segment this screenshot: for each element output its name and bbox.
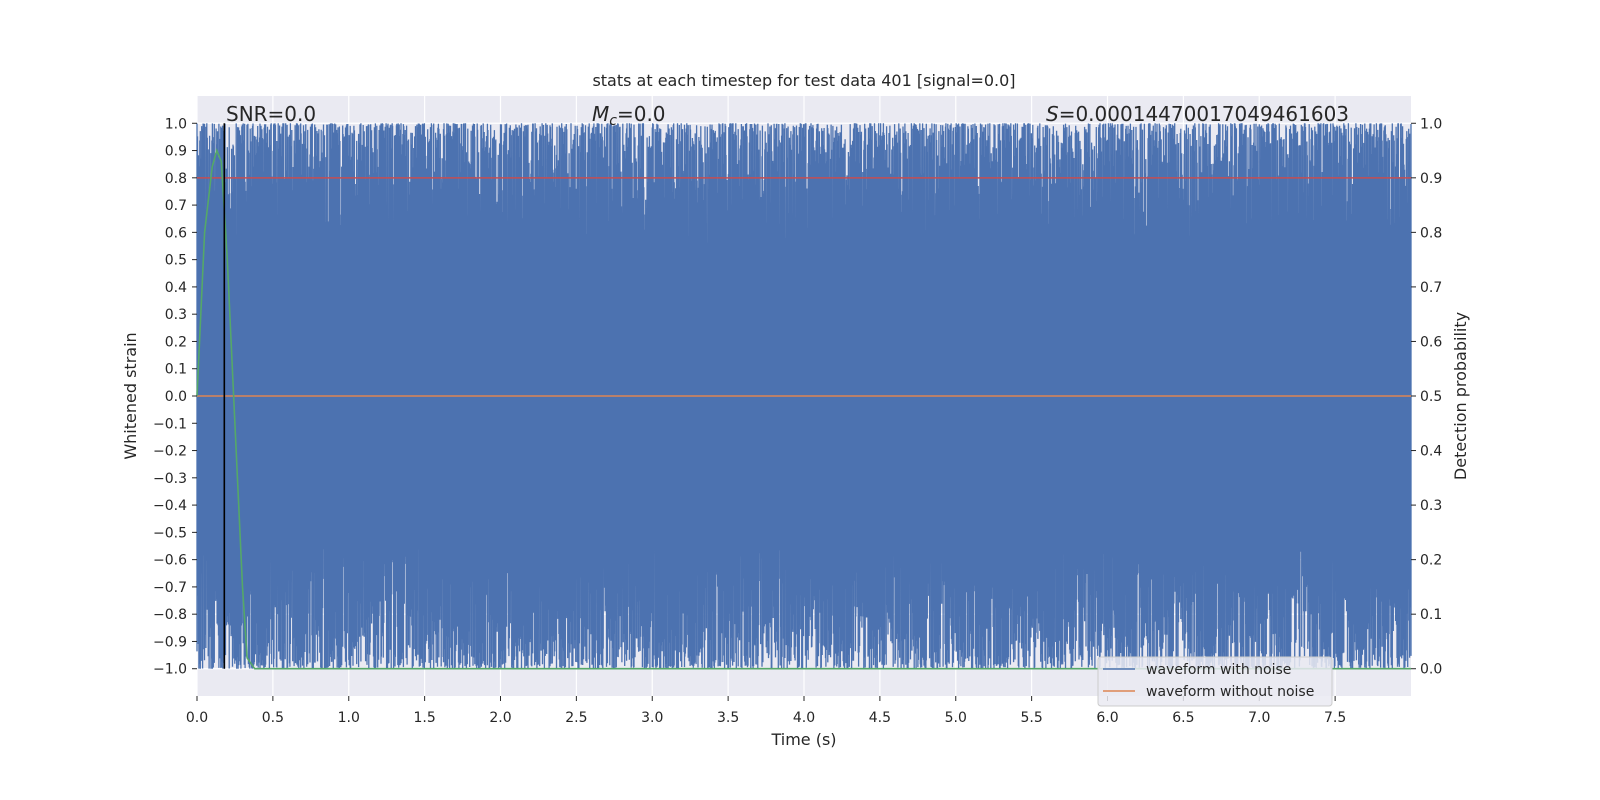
y-tick-label: −0.2 (153, 444, 187, 460)
x-tick-label: 5.5 (1020, 710, 1042, 726)
s-value: =0.00014470017049461603 (1059, 102, 1349, 126)
chart-title: stats at each timestep for test data 401… (592, 71, 1015, 90)
y-tick-label: −1.0 (153, 662, 187, 678)
y2-tick-label: 0.1 (1420, 607, 1442, 623)
legend-box (1097, 656, 1333, 707)
y2-tick-label: 0.9 (1420, 171, 1442, 187)
y-tick-label: 0.8 (165, 171, 187, 187)
y-tick-label: −0.8 (153, 607, 187, 623)
x-tick-label: 4.5 (869, 710, 891, 726)
y2-tick-label: 0.7 (1420, 280, 1442, 296)
s-symbol: S (1046, 102, 1059, 126)
y-tick-label: 0.7 (165, 198, 187, 214)
y-tick-label: 0.0 (165, 389, 187, 405)
axis-layer: 1.0 0.9 0.8 0.7 0.6 0.5 0.4 0.3 0.2 0.1 0.0 −0.1 −0.… (153, 116, 1442, 726)
x-tick-label: 4.0 (793, 710, 815, 726)
y-tick-label: 0.4 (165, 280, 187, 296)
x-tick-label: 2.5 (565, 710, 587, 726)
y-tick-label: 0.2 (165, 334, 187, 350)
mc-symbol: M (592, 102, 609, 126)
mc-value: =0.0 (617, 102, 666, 126)
y-tick-label: 0.1 (165, 362, 187, 378)
x-tick-label: 7.5 (1324, 710, 1346, 726)
mc-subscript: c (609, 113, 617, 129)
y-tick-label: −0.3 (153, 471, 187, 487)
x-tick-label: 0.0 (186, 710, 208, 726)
x-tick-label: 6.5 (1172, 710, 1194, 726)
x-tick-label: 3.5 (717, 710, 739, 726)
data-layer (196, 123, 1412, 670)
x-tick-label: 5.0 (945, 710, 967, 726)
y2-tick-label: 1.0 (1420, 116, 1442, 132)
x-tick-label: 1.0 (338, 710, 360, 726)
s-annotation: S=0.00014470017049461603 (1046, 102, 1349, 126)
y2-tick-label: 0.4 (1420, 444, 1442, 460)
y-tick-label: −0.7 (153, 580, 187, 596)
legend-label-clean: waveform without noise (1146, 684, 1314, 700)
y-tick-label: −0.1 (153, 416, 187, 432)
y-tick-label: 0.5 (165, 253, 187, 269)
y-tick-label: −0.5 (153, 525, 187, 541)
detection-probability-line (196, 148, 1411, 670)
y2-axis-title: Detection probability (1451, 312, 1470, 480)
y-tick-label: 1.0 (165, 116, 187, 132)
x-tick-label: 1.5 (413, 710, 435, 726)
y2-tick-label: 0.5 (1420, 389, 1442, 405)
x-tick-label: 6.0 (1096, 710, 1118, 726)
y2-tick-label: 0.0 (1420, 662, 1442, 678)
x-tick-label: 0.5 (262, 710, 284, 726)
y2-tick-label: 0.8 (1420, 225, 1442, 241)
x-tick-label: 2.0 (489, 710, 511, 726)
y-tick-label: 0.3 (165, 307, 187, 323)
x-tick-label: 7.0 (1248, 710, 1270, 726)
snr-annotation: SNR=0.0 (226, 102, 316, 126)
y2-tick-label: 0.6 (1420, 334, 1442, 350)
y2-tick-label: 0.3 (1420, 498, 1442, 514)
y2-tick-label: 0.2 (1420, 553, 1442, 569)
y-axis-title: Whitened strain (121, 332, 140, 459)
y-tick-label: 0.6 (165, 225, 187, 241)
y-tick-label: 0.9 (165, 144, 187, 160)
y-tick-label: −0.6 (153, 553, 187, 569)
y-tick-label: −0.4 (153, 498, 187, 514)
waveform-with-noise (196, 123, 1412, 669)
x-tick-label: 3.0 (641, 710, 663, 726)
legend-label-noise: waveform with noise (1146, 662, 1291, 678)
mc-annotation: Mc=0.0 (592, 102, 666, 129)
y-tick-label: −0.9 (153, 634, 187, 650)
legend: waveform with noise waveform without noi… (1097, 656, 1333, 707)
x-axis-title: Time (s) (770, 730, 836, 749)
